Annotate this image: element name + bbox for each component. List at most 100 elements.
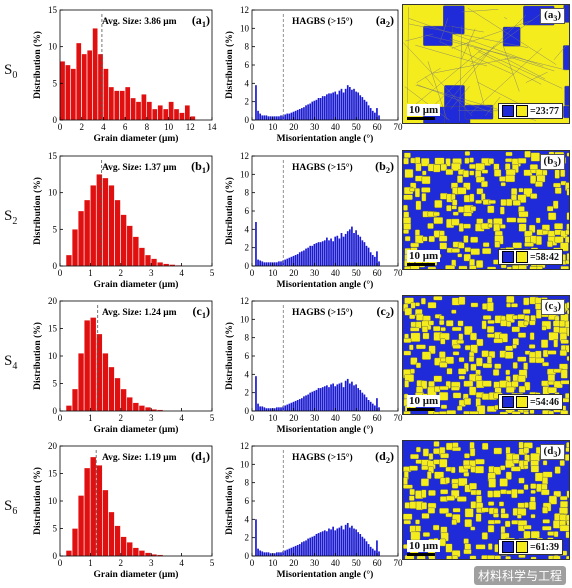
sample-label: S2 <box>4 208 17 227</box>
phase-grain <box>429 236 435 242</box>
phase-grain <box>410 158 415 163</box>
misorientation-bar <box>372 549 374 556</box>
phase-grain <box>519 224 527 232</box>
grain-size-xlabel: Grain diameter (μm) <box>94 133 179 144</box>
misorientation-bar <box>257 260 259 266</box>
sample-subscript: 6 <box>12 506 17 517</box>
grain-size-ytick-label: 10 <box>48 496 58 506</box>
watermark: 材料科学与工程 <box>474 566 566 585</box>
phase-grain <box>495 242 500 248</box>
avg-size-annotation: Avg. Size: 1.19 μm <box>102 453 177 463</box>
misorientation-bar <box>311 102 313 120</box>
misorientation-panel-label: (b2) <box>375 159 394 175</box>
phase-grain <box>440 489 448 494</box>
phase-grain <box>440 339 445 345</box>
misorientation-bar <box>343 387 345 411</box>
grain-size-bar <box>151 259 157 266</box>
grain-size-ytick-label: 0 <box>53 261 58 271</box>
grain-size-bar <box>145 553 151 556</box>
misorientation-bar <box>289 114 291 120</box>
hagbs-annotation: HAGBS (>15°) <box>292 307 353 318</box>
phase-grain <box>482 321 487 329</box>
phase-grain <box>445 477 450 483</box>
phase-grain <box>403 158 408 164</box>
misorientation-bar <box>268 408 270 411</box>
grain-size-ytick-label: 0 <box>53 406 58 416</box>
phase-grain <box>428 302 436 308</box>
phase-grain <box>500 320 507 326</box>
phase-grain <box>410 243 418 247</box>
misorientation-bar <box>345 525 347 556</box>
misorientation-bar <box>374 113 376 120</box>
phase-grain <box>519 188 524 192</box>
phase-grain <box>566 260 569 264</box>
grain-size-xtick-label: 0 <box>58 413 63 423</box>
phase-grain <box>524 411 529 414</box>
misorientation-bar <box>332 384 334 412</box>
misorientation-bar <box>261 261 263 266</box>
phase-grain <box>404 411 411 414</box>
scale-bar-label: 10 μm <box>407 250 440 262</box>
phase-grain <box>541 340 548 348</box>
grain-size-bar <box>103 490 109 556</box>
phase-grain <box>411 302 416 308</box>
phase-grain <box>482 351 489 357</box>
grain-size-bar <box>147 102 152 120</box>
misorientation-ylabel: Distribution (%) <box>224 322 235 390</box>
phase-grain <box>434 386 440 392</box>
misorientation-bar <box>257 111 259 120</box>
grain-size-bar <box>72 229 78 266</box>
phase-grain <box>555 236 564 243</box>
misorientation-bar <box>326 94 328 120</box>
phase-grain <box>471 501 476 508</box>
phase-grain <box>505 352 513 359</box>
phase-grain <box>440 539 446 546</box>
misorientation-ytick-label: 4 <box>245 369 250 379</box>
misorientation-bar <box>291 403 293 411</box>
misorientation-bar <box>261 115 263 120</box>
yellow-phase-swatch <box>516 105 528 117</box>
misorientation-bar <box>378 115 380 120</box>
misorientation-bar <box>268 262 270 266</box>
grain-size-bar <box>72 389 78 411</box>
misorientation-bar <box>278 407 280 411</box>
phase-grain <box>465 158 470 164</box>
phase-grain <box>487 356 492 363</box>
phase-grain <box>555 467 561 474</box>
phase-grain <box>446 513 452 517</box>
misorientation-bar <box>322 241 324 266</box>
misorientation-bar <box>314 536 316 556</box>
misorientation-bar <box>336 384 338 411</box>
phase-grain <box>440 362 448 367</box>
misorientation-bar <box>347 523 349 556</box>
phase-grain <box>554 223 563 229</box>
phase-grain <box>494 170 501 177</box>
misorientation-xtick-label: 60 <box>373 558 383 568</box>
misorientation-bar <box>359 390 361 411</box>
phase-grain <box>445 265 455 269</box>
phase-grain <box>476 544 486 549</box>
grain-size-xtick-label: 0 <box>58 122 63 132</box>
grain-size-bar <box>120 91 125 120</box>
grain-size-xlabel: Grain diameter (μm) <box>94 424 179 435</box>
phase-grain <box>553 321 560 327</box>
misorientation-bar <box>299 252 301 266</box>
misorientation-bar <box>339 239 341 267</box>
misorientation-bar <box>355 529 357 556</box>
misorientation-xtick-label: 20 <box>289 268 299 278</box>
misorientation-bar <box>274 116 276 120</box>
grain-size-xtick-label: 10 <box>164 122 174 132</box>
phase-map-panel-label: (b3) <box>540 154 565 170</box>
phase-grain <box>452 483 458 488</box>
misorientation-bar <box>336 236 338 266</box>
phase-grain <box>459 223 464 231</box>
phase-grain <box>518 333 526 338</box>
phase-grain <box>542 477 548 484</box>
phase-grain <box>404 351 411 355</box>
phase-grain <box>487 491 493 498</box>
phase-grain <box>463 170 469 177</box>
phase-grain <box>470 333 477 340</box>
phase-grain <box>500 207 504 215</box>
phase-grain <box>411 532 421 540</box>
